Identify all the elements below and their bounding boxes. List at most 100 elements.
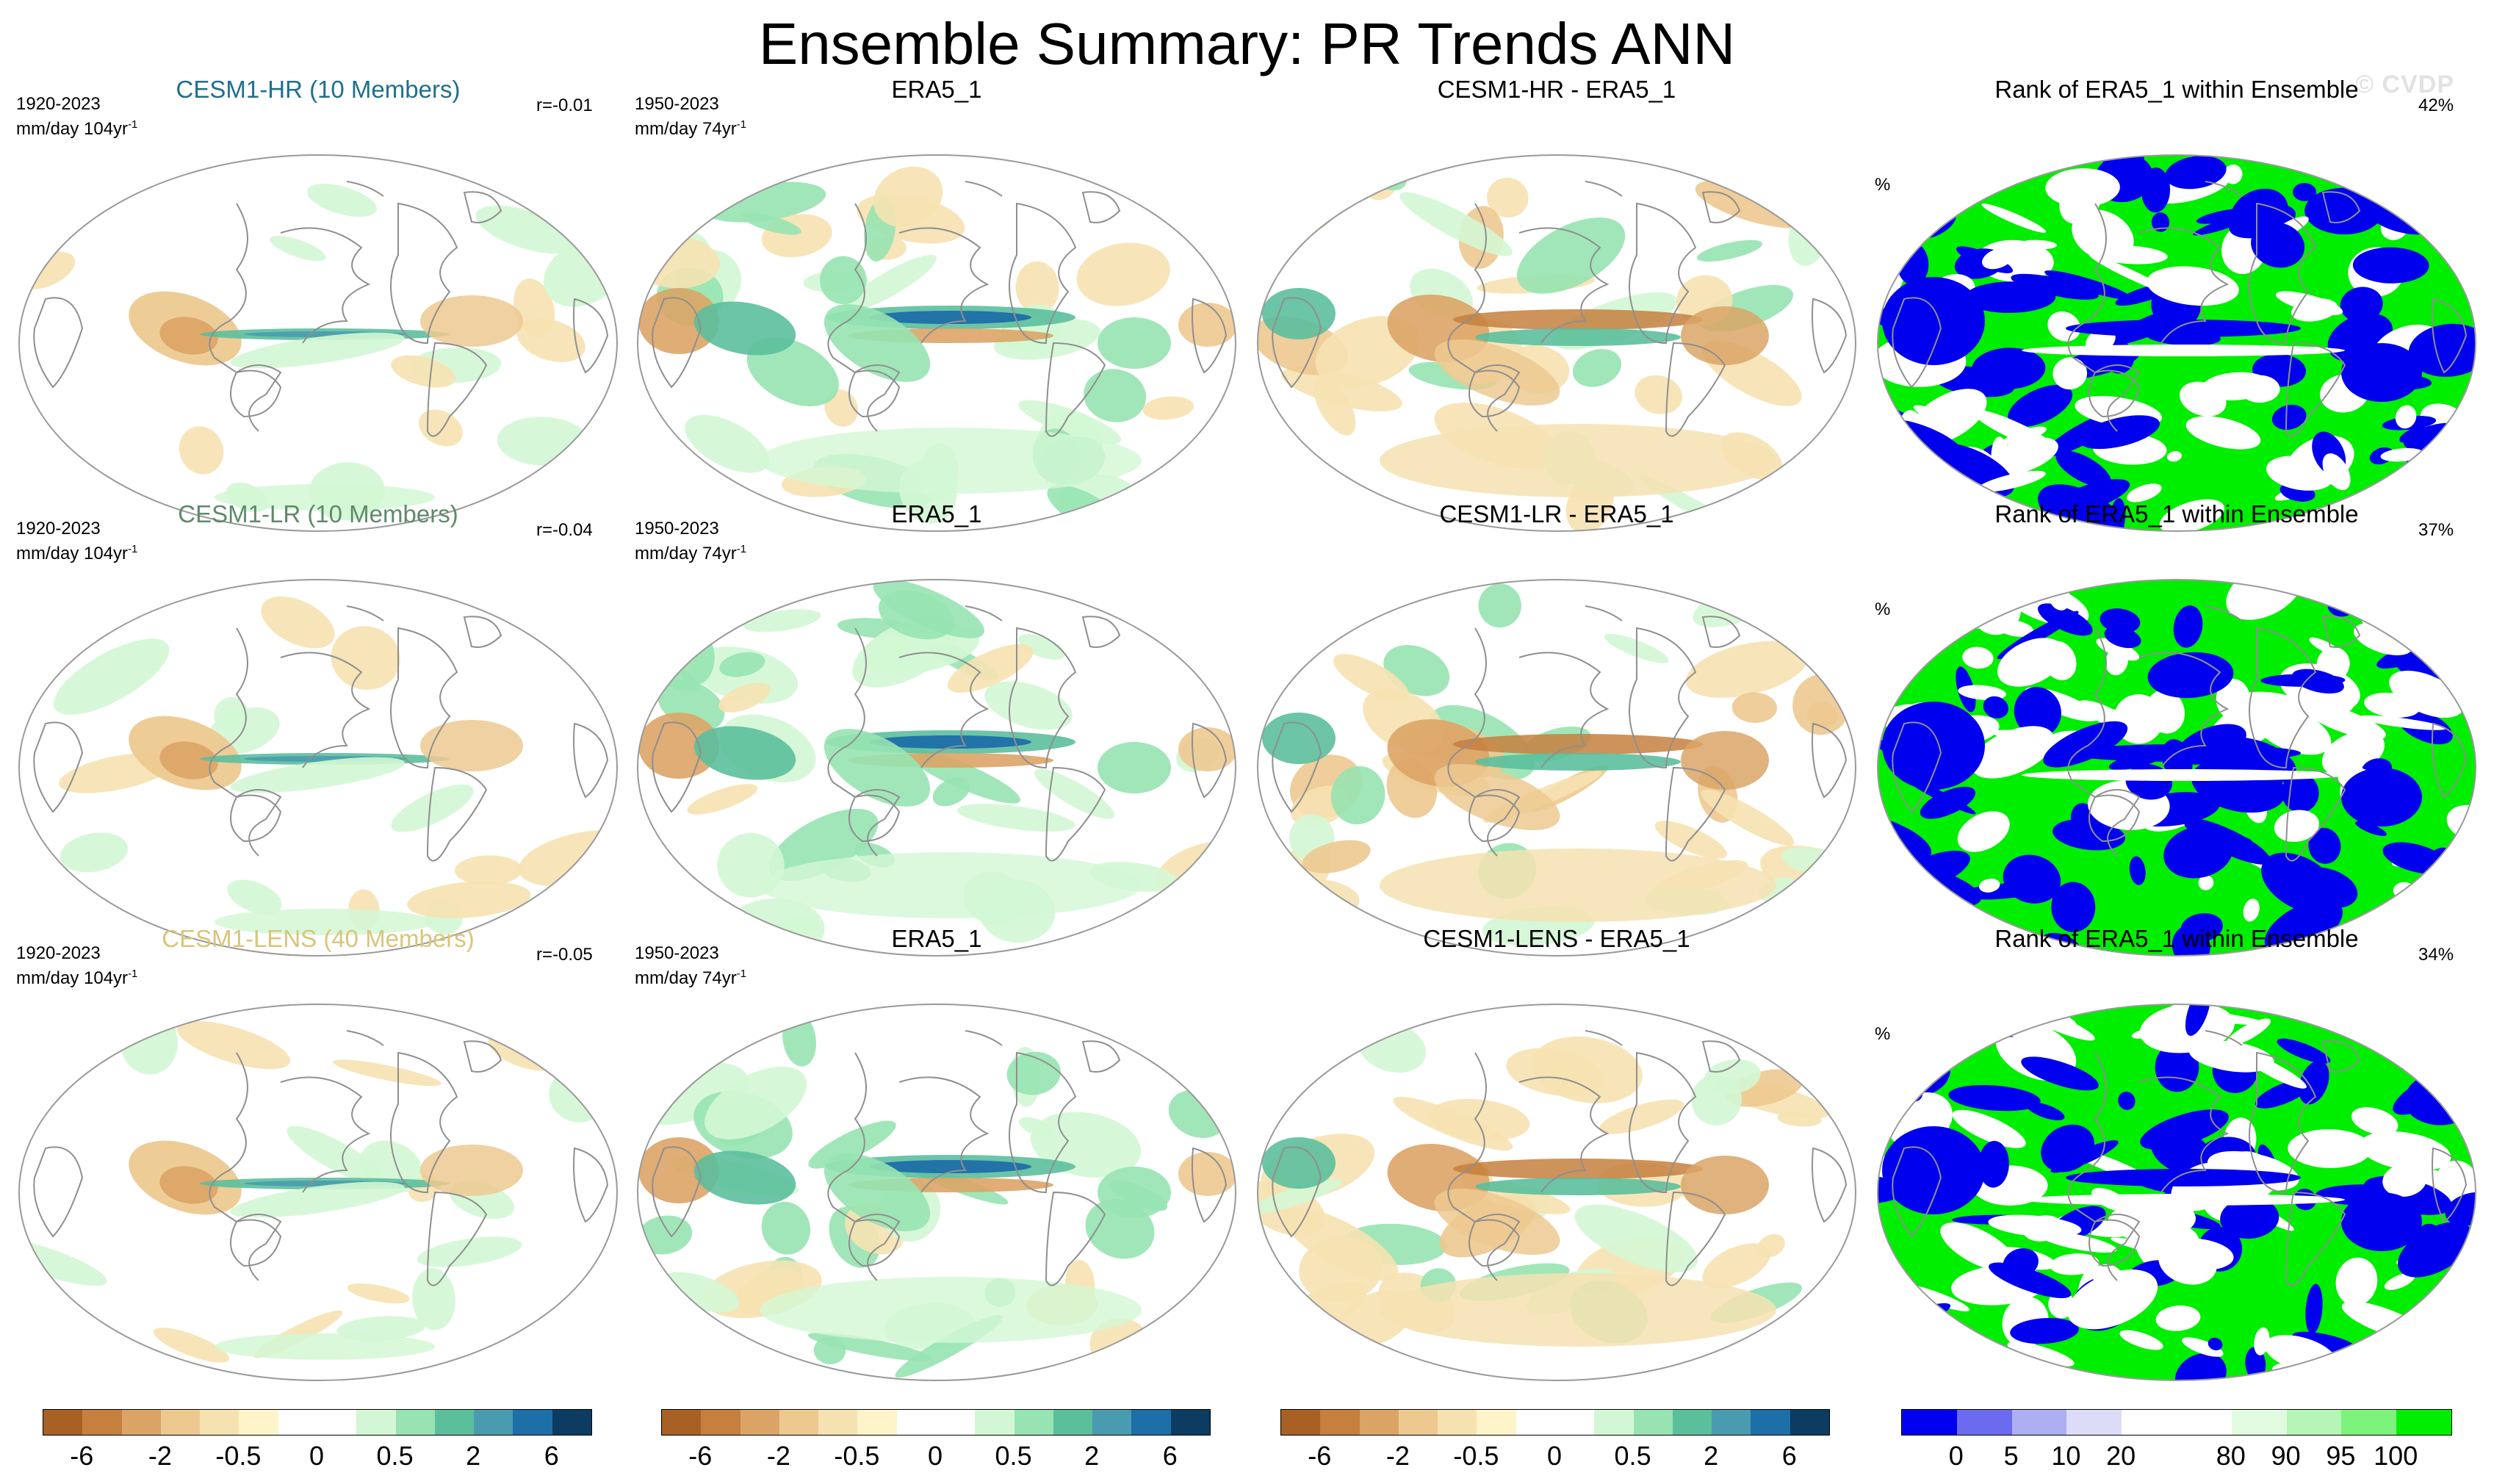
period-label: 1920-2023 [16,94,101,114]
colorbar-swatch [1956,1410,2012,1435]
colorbar-tick-label: 95 [2326,1441,2356,1471]
colorbar-swatch [1092,1410,1132,1435]
colorbar-tick-label: 6 [1781,1441,1797,1471]
colorbar-tick-label: 0 [1546,1441,1563,1471]
units-exponent: -1 [736,968,747,980]
units-exponent: -1 [128,118,138,131]
period-label: 1920-2023 [16,943,101,963]
colorbar-swatch [513,1410,552,1435]
colorbar-tick-label: 6 [544,1441,559,1471]
units-exponent: -1 [128,543,138,555]
colorbar-swatch [1594,1410,1634,1435]
rank-unit-label: % [1875,1024,1891,1044]
colorbar-swatch [896,1410,936,1435]
pattern-correlation: r=-0.04 [536,520,593,540]
colorbar-swatch [1515,1410,1555,1435]
units-text: mm/day 104yr [16,968,129,988]
colorbar-swatch [1633,1410,1673,1435]
colorbar-tick-label: 0.5 [1614,1441,1651,1471]
obs-title: ERA5_1 [891,76,982,103]
diff-map [1257,579,1856,957]
rank-title: Rank of ERA5_1 within Ensemble [1994,76,2359,103]
units-text: mm/day 104yr [16,119,129,139]
colorbar-swatch [2396,1410,2451,1435]
colorbar-swatch [2341,1410,2397,1435]
rank-title: Rank of ERA5_1 within Ensemble [1994,500,2359,527]
pattern-correlation: r=-0.05 [536,945,593,965]
colorbar-swatch [1438,1410,1477,1435]
rank-percent: 34% [2418,945,2454,965]
colorbar-swatch [779,1410,819,1435]
obs-map [637,1004,1236,1381]
rank-percent: 37% [2418,520,2454,540]
units-exponent: -1 [128,968,138,980]
colorbar-swatch [1790,1410,1829,1435]
colorbar-tick-label: 6 [1162,1441,1178,1471]
units-text: mm/day 74yr [635,544,737,563]
colorbar-swatch [1398,1410,1438,1435]
colorbar-swatch [552,1410,591,1435]
obs-map [637,579,1236,957]
colorbar-swatch [1359,1410,1399,1435]
ensemble-title: CESM1-HR (10 Members) [176,76,461,103]
units-text: mm/day 74yr [635,968,737,988]
colorbar-swatch [857,1410,897,1435]
rank-percent: 42% [2418,96,2454,115]
ensemble-title: CESM1-LENS (40 Members) [162,925,475,952]
colorbar-tick-label: 5 [2003,1441,2019,1471]
colorbar-swatch [1320,1410,1360,1435]
colorbar-tick-label: -6 [688,1441,713,1471]
colorbar-swatch [1281,1410,1321,1435]
colorbar-tick-label: 2 [1704,1441,1719,1471]
colorbar-swatch [2122,1410,2177,1435]
colorbar-swatch [701,1410,740,1435]
colorbar-tick-label: -0.5 [834,1441,880,1471]
period-label: 1950-2023 [635,94,719,114]
colorbar-swatch [2066,1410,2122,1435]
colorbar-swatch [662,1410,702,1435]
colorbar-tick-label: 0 [1948,1441,1964,1471]
units-exponent: -1 [736,543,747,555]
colorbar-tick-label: 0.5 [995,1441,1032,1471]
period-label: 1920-2023 [16,519,101,539]
colorbar-swatch [1053,1410,1093,1435]
colorbar-swatch [818,1410,858,1435]
colorbar-tick-label: 90 [2271,1441,2301,1471]
rank-unit-label: % [1875,175,1891,195]
pattern-correlation: r=-0.01 [536,96,593,115]
colorbar-tick-label: 100 [2374,1441,2418,1471]
colorbar-swatch [935,1410,976,1435]
units-label: mm/day 74yr-1 [635,963,746,989]
colorbar-swatch [1751,1410,1790,1435]
colorbar-tick-label: -2 [148,1441,172,1471]
colorbar-tick-label: -6 [70,1441,94,1471]
diff-title: CESM1-LR - ERA5_1 [1439,500,1674,527]
colorbar-swatch [740,1410,779,1435]
units-label: mm/day 104yr-1 [16,539,137,564]
ensemble-map [18,154,618,532]
colorbar-swatch [1014,1410,1053,1435]
units-label: mm/day 74yr-1 [635,114,746,140]
colorbar-tick-label: -0.5 [1453,1441,1499,1471]
diff-title: CESM1-HR - ERA5_1 [1437,76,1676,103]
colorbar-tick-label: 2 [1084,1441,1100,1471]
colorbar-swatch [43,1410,83,1435]
colorbar-swatch [356,1410,396,1435]
figure-title: Ensemble Summary: PR Trends ANN [758,11,1736,76]
diff-map [1257,154,1856,532]
period-label: 1950-2023 [635,519,719,539]
diff-title: CESM1-LENS - ERA5_1 [1423,925,1690,952]
colorbar-swatch [317,1410,357,1435]
colorbar-swatch [82,1410,122,1435]
obs-title: ERA5_1 [891,500,982,527]
ensemble-map [18,1004,618,1381]
colorbar-swatch [1672,1410,1712,1435]
colorbar-swatches [1280,1409,1830,1436]
rank-map [1877,1004,2476,1381]
colorbar-tick-label: 0.5 [376,1441,414,1471]
colorbar-tick-label: 10 [2051,1441,2081,1471]
colorbar-swatch [239,1410,278,1435]
units-text: mm/day 104yr [16,544,129,563]
colorbar-swatch [121,1410,161,1435]
colorbar-swatch [1477,1410,1516,1435]
